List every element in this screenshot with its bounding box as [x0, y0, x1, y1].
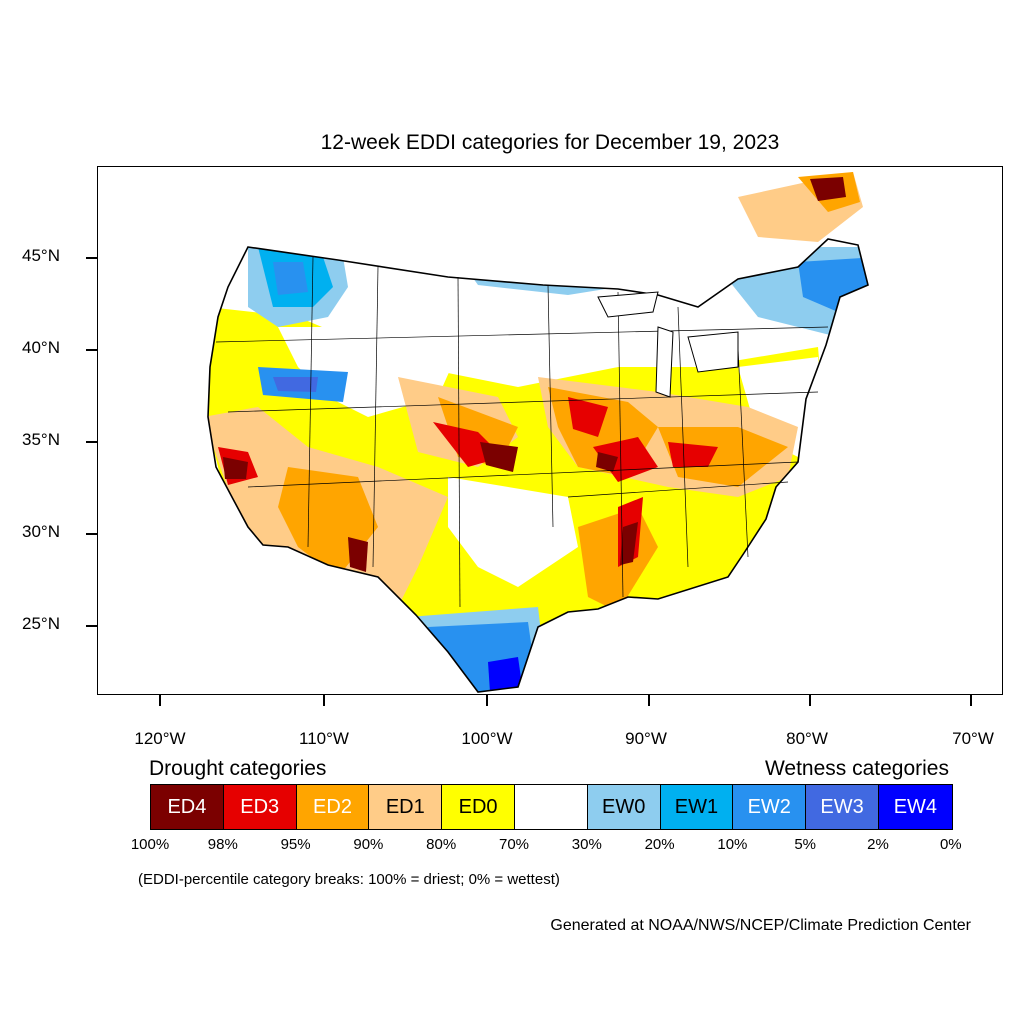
legend-ew2: EW2	[733, 785, 807, 829]
lon-label-70: 70°W	[952, 729, 994, 748]
lat-tick	[86, 625, 97, 627]
legend-ed3: ED3	[223, 785, 297, 829]
lon-tick	[809, 695, 811, 706]
lat-label-30: 30°N	[22, 522, 60, 541]
lon-tick	[648, 695, 650, 706]
legend-ed1: ED1	[369, 785, 443, 829]
eddi-map-canvas	[207, 172, 869, 693]
break-label: 95%	[280, 836, 311, 853]
lat-label-40: 40°N	[22, 338, 60, 357]
lon-tick	[323, 695, 325, 706]
break-label: 90%	[353, 836, 384, 853]
category-shading	[208, 239, 868, 692]
legend-ew1: EW1	[660, 785, 734, 829]
lon-label-110: 110°W	[299, 729, 349, 748]
lon-tick	[486, 695, 488, 706]
lon-tick	[970, 695, 972, 706]
conus-outline	[207, 238, 869, 693]
break-label: 30%	[571, 836, 602, 853]
lon-label-120: 120°W	[134, 729, 186, 748]
map-title: 12-week EDDI categories for December 19,…	[320, 131, 780, 154]
break-label: 80%	[426, 836, 457, 853]
credit-line: Generated at NOAA/NWS/NCEP/Climate Predi…	[550, 917, 971, 934]
lon-label-90: 90°W	[625, 729, 667, 748]
legend-ew0: EW0	[587, 785, 661, 829]
great-lakes	[597, 291, 739, 398]
break-label: 70%	[498, 836, 530, 853]
break-label: 100%	[130, 836, 170, 853]
category-note: (EDDI-percentile category breaks: 100% =…	[138, 871, 560, 888]
break-label: 2%	[867, 836, 889, 853]
lat-tick	[86, 533, 97, 535]
break-label: 5%	[794, 836, 817, 853]
legend-ed4: ED4	[151, 785, 224, 829]
category-legend: ED4 ED3 ED2 ED1 ED0 EW0 EW1 EW2 EW3 EW4	[150, 784, 953, 830]
break-label: 10%	[717, 836, 748, 853]
lat-label-45: 45°N	[22, 246, 60, 265]
legend-ed0: ED0	[442, 785, 515, 829]
eddi-map	[97, 166, 1003, 695]
drought-categories-title: Drought categories	[149, 757, 327, 780]
lat-label-25: 25°N	[22, 614, 60, 633]
wetness-categories-title: Wetness categories	[764, 757, 949, 780]
canada-patch-ed4	[810, 177, 846, 201]
lon-tick	[159, 695, 161, 706]
lat-tick	[86, 349, 97, 351]
state-borders	[215, 256, 829, 608]
lat-tick	[86, 441, 97, 443]
lat-label-35: 35°N	[22, 430, 60, 449]
legend-ew4: EW4	[878, 785, 952, 829]
legend-neutral	[514, 785, 588, 829]
legend-ed2: ED2	[296, 785, 370, 829]
lon-label-100: 100°W	[461, 729, 513, 748]
lat-tick	[86, 257, 97, 259]
break-label: 0%	[939, 836, 962, 853]
legend-ew3: EW3	[806, 785, 879, 829]
break-label: 20%	[644, 836, 675, 853]
break-label: 98%	[207, 836, 238, 853]
lon-label-80: 80°W	[786, 729, 828, 748]
